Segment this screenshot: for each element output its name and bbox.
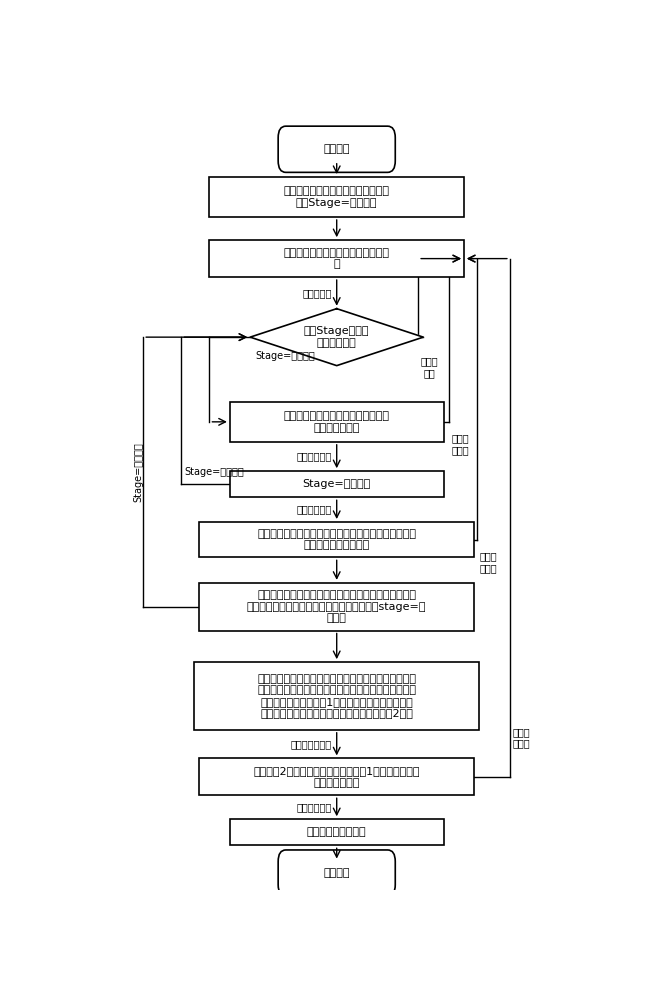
FancyBboxPatch shape [230,471,443,497]
Text: 手机客户端接收新数据包并验证数据
包: 手机客户端接收新数据包并验证数据 包 [284,248,390,269]
Text: Stage=方向判断: Stage=方向判断 [184,467,244,477]
FancyBboxPatch shape [199,583,474,631]
Text: 将来自出入口数据包根据蓝牙广播设备标识分别放进入
口或出口方向判断队列: 将来自出入口数据包根据蓝牙广播设备标识分别放进入 口或出口方向判断队列 [257,529,417,550]
Polygon shape [250,309,423,366]
Text: 流程结束: 流程结束 [323,868,350,878]
Text: Stage=累计阶段: Stage=累计阶段 [255,351,315,361]
Text: 到达预设时间: 到达预设时间 [296,505,332,515]
FancyBboxPatch shape [194,662,480,730]
Text: 流程开始: 流程开始 [323,144,350,154]
Text: 重置所有缓冲队列，计数器，计时器
等，Stage=累计阶段: 重置所有缓冲队列，计数器，计时器 等，Stage=累计阶段 [284,186,390,208]
Text: Stage=抬杆判断: Stage=抬杆判断 [133,442,143,502]
Text: Stage=方向判断: Stage=方向判断 [303,479,371,489]
Text: 发送入场或出场信号: 发送入场或出场信号 [307,827,367,837]
FancyBboxPatch shape [210,240,464,277]
Text: 大于预定阈值: 大于预定阈值 [296,802,332,812]
Text: 累积数据包到接收队列，计算队列数
据信号强度均值: 累积数据包到接收队列，计算队列数 据信号强度均值 [284,411,390,433]
Text: 未到预
设时间: 未到预 设时间 [451,433,469,455]
Text: 达到预定阈值: 达到预定阈值 [296,451,332,461]
FancyBboxPatch shape [210,177,464,217]
FancyBboxPatch shape [230,819,443,845]
Text: 达到预设的时间: 达到预设的时间 [290,739,332,749]
Text: 分别计算入口和出口方向判断队列数据信号强度均值，
比较数据信号均值大小，得出车辆行驶方向，stage=抬
杆判断: 分别计算入口和出口方向判断队列数据信号强度均值， 比较数据信号均值大小，得出车辆… [247,590,426,623]
Text: 数据包有效: 数据包有效 [302,288,332,298]
FancyBboxPatch shape [278,850,396,896]
Text: 未到预
设时间: 未到预 设时间 [480,551,497,573]
Text: 未达到
阈值: 未达到 阈值 [420,356,438,378]
Text: 计算队列2中数据包的信号均值与队列1中数据包的信号
强度均值的差值: 计算队列2中数据包的信号均值与队列1中数据包的信号 强度均值的差值 [254,766,420,788]
FancyBboxPatch shape [230,402,443,442]
FancyBboxPatch shape [199,758,474,795]
Text: 判断Stage处于哪
个计算阶段？: 判断Stage处于哪 个计算阶段？ [304,326,369,348]
Text: 未到预
设阈值: 未到预 设阈值 [512,727,530,748]
Text: 根据发射源和车辆行驶方向只接收来自入口或出口的数
据包，将靠近车辆行驶方向（外侧）的蓝牙广播设备发
出的数据包缓存在队列1中，远离车辆行驶方向（内
侧）的蓝牙广: 根据发射源和车辆行驶方向只接收来自入口或出口的数 据包，将靠近车辆行驶方向（外侧… [257,674,417,718]
FancyBboxPatch shape [199,522,474,557]
FancyBboxPatch shape [278,126,396,172]
